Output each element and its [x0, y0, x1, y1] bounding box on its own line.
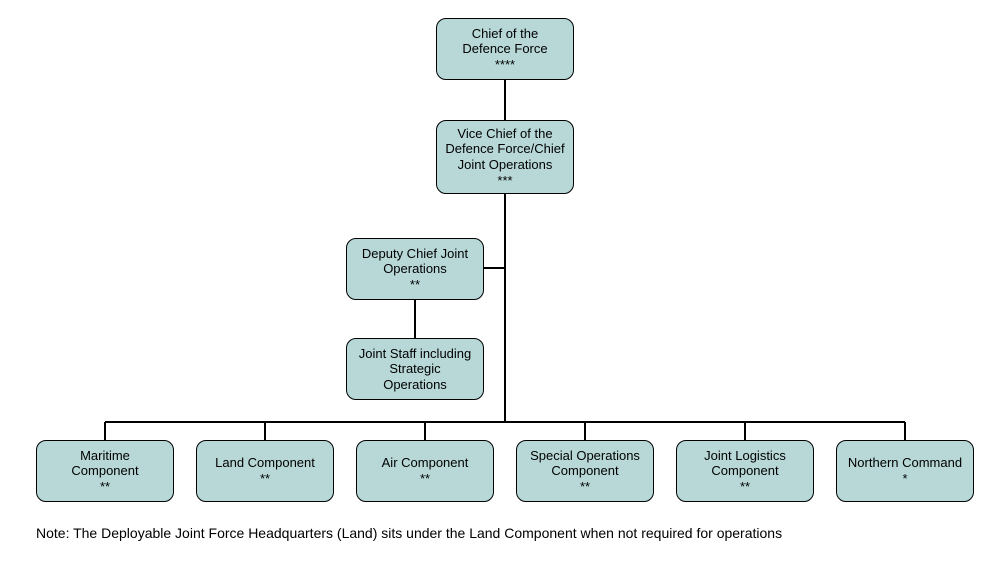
edge-bus-mar [104, 422, 106, 440]
edge-bus-air [424, 422, 426, 440]
node-air: Air Component ** [356, 440, 494, 502]
edge-bus-bus [105, 421, 905, 423]
edge-bus-sop [584, 422, 586, 440]
edge-cdf-vcdf [504, 80, 506, 120]
node-mar: Maritime Component ** [36, 440, 174, 502]
node-sop: Special Operations Component ** [516, 440, 654, 502]
edge-vcdf-bus [504, 194, 506, 422]
edge-bus-jlog [744, 422, 746, 440]
node-jlog: Joint Logistics Component ** [676, 440, 814, 502]
node-nc: Northern Command * [836, 440, 974, 502]
footnote: Note: The Deployable Joint Force Headqua… [36, 525, 782, 541]
node-vcdf: Vice Chief of the Defence Force/Chief Jo… [436, 120, 574, 194]
edge-bus-land [264, 422, 266, 440]
edge-dcjo-jstaff [414, 300, 416, 338]
node-land: Land Component ** [196, 440, 334, 502]
edge-bus-nc [904, 422, 906, 440]
node-cdf: Chief of the Defence Force **** [436, 18, 574, 80]
edge-vcdf-dcjo [484, 267, 505, 269]
node-jstaff: Joint Staff including Strategic Operatio… [346, 338, 484, 400]
node-dcjo: Deputy Chief Joint Operations ** [346, 238, 484, 300]
